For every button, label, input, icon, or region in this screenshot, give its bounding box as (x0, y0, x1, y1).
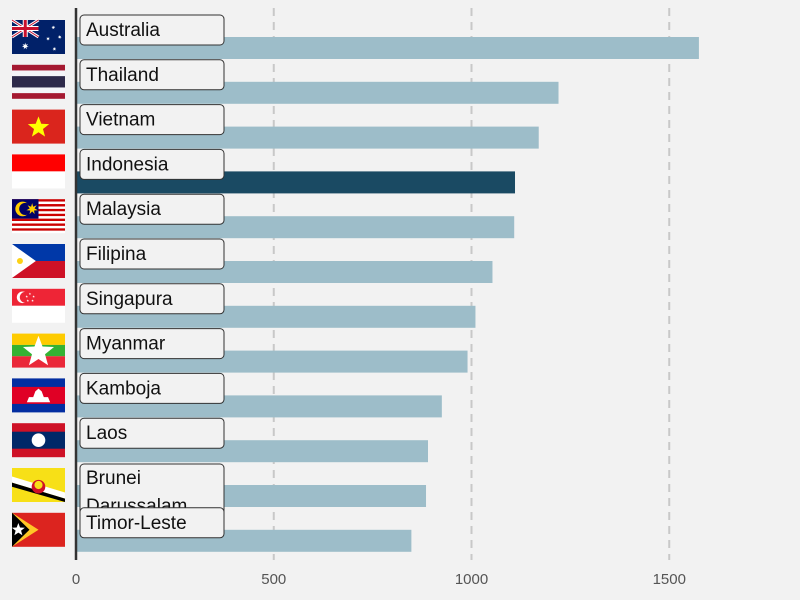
cambodia-flag (12, 378, 65, 413)
bars (76, 37, 699, 552)
australia-flag (11, 18, 65, 54)
category-label: Myanmar (86, 334, 166, 355)
x-tick-label: 500 (261, 571, 286, 588)
category-label: Laos (86, 423, 127, 444)
category-label: Filipina (86, 244, 147, 265)
category-label-box (79, 193, 225, 225)
category-label-box (79, 148, 225, 180)
malaysia-flag (12, 199, 65, 234)
vietnam-flag (12, 109, 65, 144)
x-tick-label: 1500 (653, 571, 686, 588)
category-label-box (79, 59, 225, 91)
category-label: Thailand (86, 65, 159, 86)
category-label-box (79, 104, 225, 136)
category-label-box (79, 328, 225, 360)
x-tick-label: 1000 (455, 571, 488, 588)
category-label-box (79, 238, 225, 270)
category-label-box (79, 507, 225, 539)
timor-leste-flag (11, 512, 65, 547)
category-label: Timor-Leste (86, 513, 187, 534)
category-label: Australia (86, 20, 160, 41)
indonesia-flag (12, 154, 65, 189)
brunei-flag (12, 468, 65, 502)
category-label: Vietnam (86, 110, 155, 131)
bar-australia (76, 37, 699, 59)
category-labels: Australia Thailand Vietnam Indonesia Malaysi… (79, 14, 225, 539)
category-label-box (79, 283, 225, 315)
myanmar-flag (12, 333, 65, 368)
category-label-box (79, 417, 225, 449)
singapore-flag (12, 288, 65, 323)
axis: 0 500 1000 1500 (72, 8, 686, 588)
category-label-box (79, 14, 225, 46)
philippines-flag (12, 244, 65, 278)
category-label: Indonesia (86, 154, 169, 175)
category-label: Kamboja (86, 378, 161, 399)
laos-flag (12, 423, 65, 458)
category-label: Singapura (86, 289, 173, 310)
thailand-flag (12, 64, 65, 99)
category-label-box (79, 372, 225, 404)
category-label: Malaysia (86, 199, 161, 220)
flags (11, 18, 65, 547)
x-tick-label: 0 (72, 571, 80, 588)
